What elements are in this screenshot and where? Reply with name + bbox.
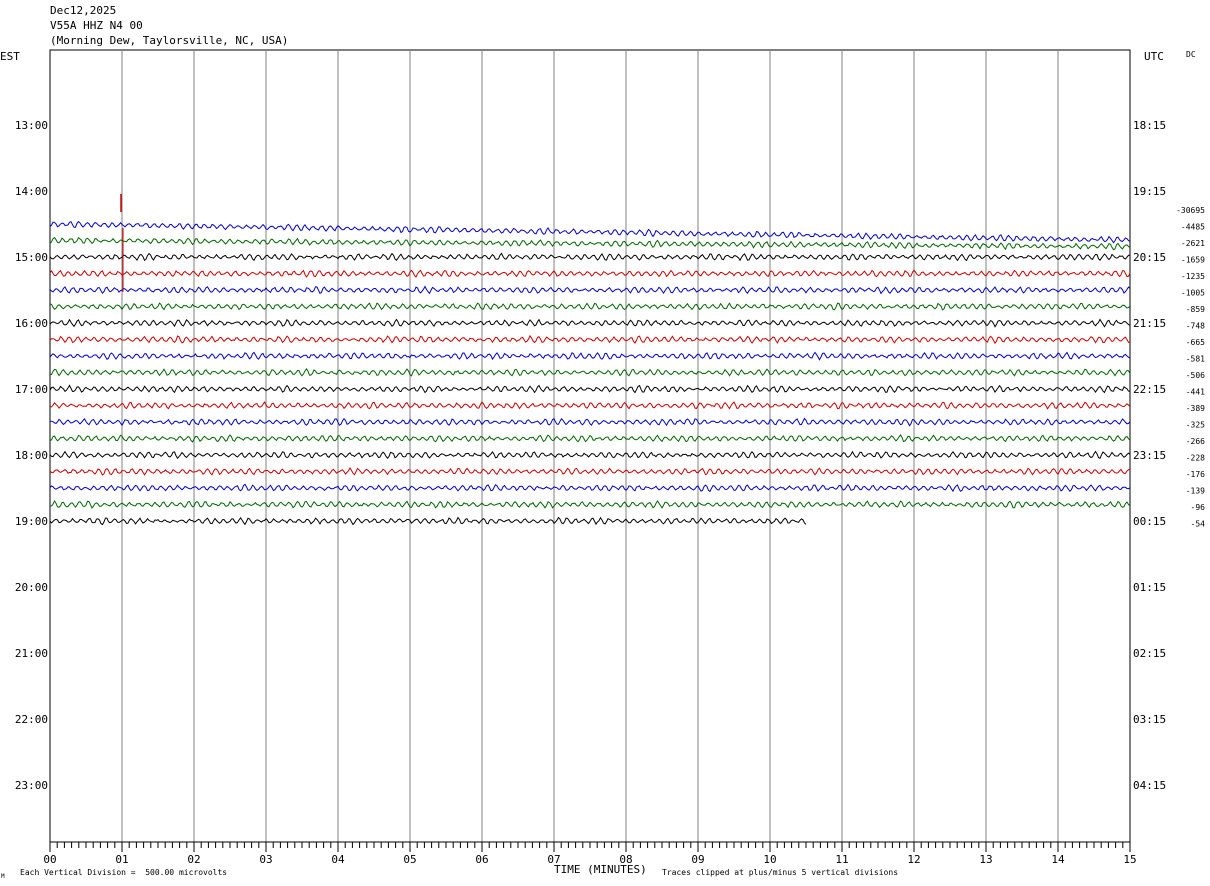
x-tick-label: 02 xyxy=(187,853,200,866)
x-tick-label: 10 xyxy=(763,853,776,866)
dc-offset-label: -506 xyxy=(1186,371,1205,380)
dc-offset-label: -176 xyxy=(1186,470,1205,479)
est-hour-label: 18:00 xyxy=(15,449,48,462)
x-tick-label: 00 xyxy=(43,853,56,866)
utc-hour-label: 18:15 xyxy=(1133,119,1166,132)
est-hour-label: 14:00 xyxy=(15,185,48,198)
utc-hour-label: 19:15 xyxy=(1133,185,1166,198)
dc-offset-label: -665 xyxy=(1186,338,1205,347)
dc-offset-label: -2621 xyxy=(1181,239,1205,248)
utc-hour-label: 00:15 xyxy=(1133,515,1166,528)
est-hour-label: 16:00 xyxy=(15,317,48,330)
est-hour-label: 15:00 xyxy=(15,251,48,264)
trace-red xyxy=(49,269,1131,278)
x-tick-label: 03 xyxy=(259,853,272,866)
trace-red xyxy=(49,401,1131,410)
est-hour-label: 17:00 xyxy=(15,383,48,396)
dc-offset-label: -581 xyxy=(1186,355,1205,364)
dc-offset-label: -139 xyxy=(1186,487,1205,496)
trace-black xyxy=(49,318,1131,328)
dc-offset-label: -228 xyxy=(1186,454,1205,463)
dc-label: DC xyxy=(1186,50,1196,59)
clip-note: Traces clipped at plus/minus 5 vertical … xyxy=(662,868,899,877)
x-tick-label: 15 xyxy=(1123,853,1136,866)
trace-red xyxy=(49,467,1131,476)
x-tick-label: 06 xyxy=(475,853,488,866)
trace-black xyxy=(49,384,1131,394)
x-tick-label: 12 xyxy=(907,853,920,866)
trace-green xyxy=(50,368,1131,377)
trace-green xyxy=(49,434,1131,443)
est-hour-label: 19:00 xyxy=(15,515,48,528)
x-tick-label: 05 xyxy=(403,853,416,866)
dc-offset-label: -325 xyxy=(1186,421,1205,430)
dc-offset-label: -4485 xyxy=(1181,223,1205,232)
x-tick-label: 01 xyxy=(115,853,128,866)
x-tick-label: 11 xyxy=(835,853,848,866)
utc-hour-label: 22:15 xyxy=(1133,383,1166,396)
trace-blue xyxy=(49,285,1131,295)
est-hour-label: 21:00 xyxy=(15,647,48,660)
x-tick-label: 04 xyxy=(331,853,345,866)
x-axis-label: TIME (MINUTES) xyxy=(554,863,647,876)
x-tick-label: 08 xyxy=(619,853,632,866)
x-tick-label: 07 xyxy=(547,853,560,866)
est-hour-label: 22:00 xyxy=(15,713,48,726)
trace-blue xyxy=(49,220,1131,244)
utc-zone-label: UTC xyxy=(1144,50,1164,63)
trace-red xyxy=(49,334,1131,345)
dc-offset-label: -54 xyxy=(1191,520,1206,529)
dc-offset-label: -441 xyxy=(1186,388,1205,397)
x-tick-label: 14 xyxy=(1051,853,1065,866)
trace-blue xyxy=(49,351,1131,361)
trace-blue xyxy=(49,483,1131,493)
dc-offset-label: -748 xyxy=(1186,322,1205,331)
x-tick-label: 13 xyxy=(979,853,992,866)
est-hour-label: 20:00 xyxy=(15,581,48,594)
trace-blue xyxy=(49,417,1131,427)
trace-green xyxy=(49,499,1131,509)
dc-offset-label: -1235 xyxy=(1181,272,1205,281)
trace-black xyxy=(49,450,1131,460)
utc-hour-label: 02:15 xyxy=(1133,647,1166,660)
trace-black xyxy=(49,252,1130,262)
est-hour-label: 23:00 xyxy=(15,779,48,792)
date-label: Dec12,2025 xyxy=(50,4,117,17)
station-label: V55A HHZ N4 00 xyxy=(50,19,143,32)
x-tick-label: 09 xyxy=(691,853,704,866)
trace-green xyxy=(49,302,1131,311)
dc-offset-label: -1005 xyxy=(1181,289,1205,298)
utc-hour-label: 23:15 xyxy=(1133,449,1166,462)
est-zone-label: EST xyxy=(0,50,20,63)
utc-hour-label: 04:15 xyxy=(1133,779,1166,792)
dc-offset-label: -30695 xyxy=(1176,206,1205,215)
trace-green xyxy=(49,236,1131,251)
scale-note: Each Vertical Division = 500.00 microvol… xyxy=(20,868,228,877)
plot-frame xyxy=(49,49,1131,843)
utc-hour-label: 03:15 xyxy=(1133,713,1166,726)
trace-black xyxy=(49,516,807,526)
dc-offset-label: -96 xyxy=(1191,503,1206,512)
dc-offset-label: -389 xyxy=(1186,404,1205,413)
est-hour-label: 13:00 xyxy=(15,119,48,132)
dc-offset-label: -1659 xyxy=(1181,256,1205,265)
corner-mark: M xyxy=(1,873,5,880)
utc-hour-label: 21:15 xyxy=(1133,317,1166,330)
location-label: (Morning Dew, Taylorsville, NC, USA) xyxy=(50,34,289,47)
utc-hour-label: 01:15 xyxy=(1133,581,1166,594)
utc-hour-label: 20:15 xyxy=(1133,251,1166,264)
dc-offset-label: -266 xyxy=(1186,437,1205,446)
dc-offset-label: -859 xyxy=(1186,305,1205,314)
